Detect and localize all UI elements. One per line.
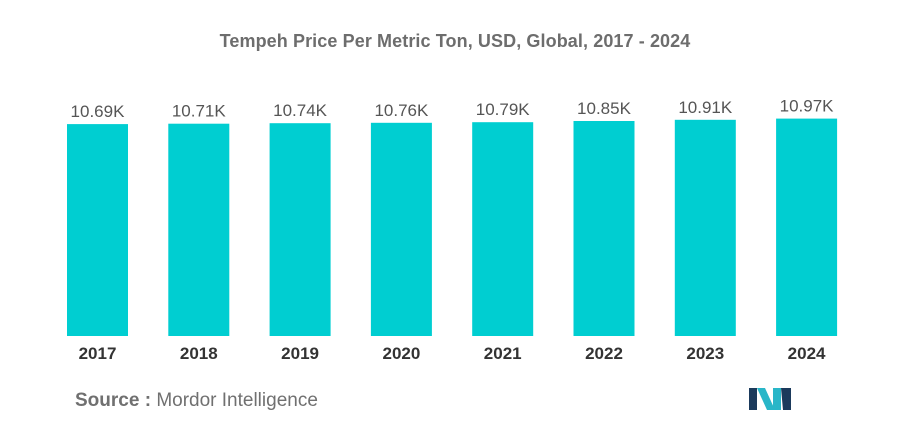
data-label-2021: 10.79K — [476, 100, 531, 119]
bar-2018 — [168, 123, 230, 336]
bar-2019 — [269, 123, 331, 336]
x-tick-2017: 2017 — [79, 344, 117, 363]
x-tick-2019: 2019 — [281, 344, 319, 363]
x-tick-2020: 2020 — [382, 344, 420, 363]
bar-2023 — [674, 119, 736, 336]
bar-2024 — [776, 118, 838, 336]
source-note: Source : Mordor Intelligence — [75, 390, 318, 412]
x-tick-2018: 2018 — [180, 344, 218, 363]
x-tick-2022: 2022 — [585, 344, 623, 363]
data-label-2017: 10.69K — [71, 102, 126, 121]
x-tick-2021: 2021 — [484, 344, 522, 363]
bar-2017 — [67, 124, 128, 336]
bar-2021 — [472, 122, 534, 336]
data-labels-group: 10.69K 10.71K 10.74K 10.76K 10.79K 10.85K 10.9… — [71, 97, 835, 122]
chart-title: Tempeh Price Per Metric Ton, USD, Global… — [219, 31, 691, 51]
source-value: Mordor Intelligence — [156, 390, 318, 411]
source-key: Source : — [75, 390, 152, 411]
x-tick-2023: 2023 — [686, 344, 724, 363]
x-axis-ticks: 2017 2018 2019 2020 2021 2022 2023 2024 — [79, 344, 826, 363]
data-label-2022: 10.85K — [577, 99, 632, 118]
data-label-2024: 10.97K — [780, 97, 835, 116]
mordor-intelligence-logo-icon — [749, 388, 791, 410]
data-label-2020: 10.76K — [374, 101, 429, 120]
x-tick-2024: 2024 — [788, 344, 826, 363]
bar-2022 — [573, 121, 635, 336]
data-label-2019: 10.74K — [273, 101, 328, 120]
data-label-2018: 10.71K — [172, 102, 227, 121]
bars-group — [67, 118, 838, 336]
bar-2020 — [370, 122, 432, 336]
data-label-2023: 10.91K — [678, 98, 733, 117]
